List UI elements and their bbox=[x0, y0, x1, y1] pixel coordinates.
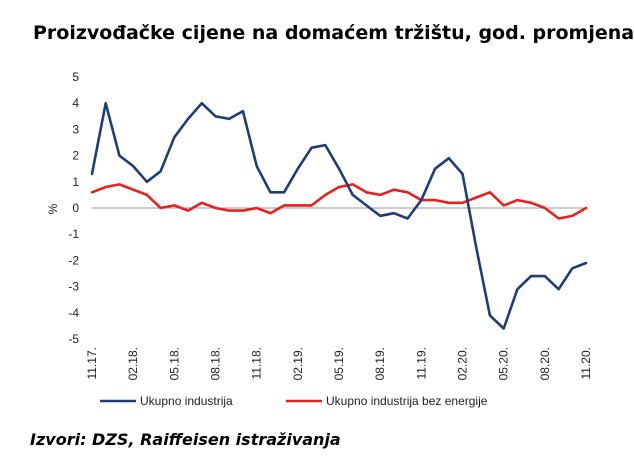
y-axis-label: % bbox=[46, 203, 60, 214]
y-tick-label: 0 bbox=[72, 201, 79, 215]
chart-title: Proizvođačke cijene na domaćem tržištu, … bbox=[33, 22, 634, 44]
x-tick-label: 08.19. bbox=[373, 347, 387, 380]
x-tick-label: 08.20. bbox=[538, 347, 552, 380]
x-axis: 11.17. 02.18. 05.18. 08.18. 11.18. 02.19. 05.1… bbox=[85, 207, 593, 380]
x-tick-label: 11.19. bbox=[414, 347, 428, 379]
x-tick-label: 05.18. bbox=[167, 347, 181, 380]
x-tick-label: 02.18. bbox=[126, 347, 140, 380]
y-tick-label: -4 bbox=[68, 306, 79, 320]
x-tick-label: 05.19. bbox=[332, 347, 346, 380]
x-tick-label: 11.20. bbox=[579, 347, 593, 379]
source-note: Izvori: DZS, Raiffeisen istraživanja bbox=[30, 430, 341, 449]
series-line bbox=[90, 101, 588, 330]
x-tick-label: 11.17. bbox=[85, 347, 99, 379]
x-tick-label: 05.20. bbox=[497, 347, 511, 380]
y-tick-label: 2 bbox=[72, 149, 79, 163]
x-tick-label: 11.18. bbox=[250, 347, 264, 379]
y-tick-label: 5 bbox=[72, 70, 79, 84]
y-tick-label: -1 bbox=[68, 227, 79, 241]
y-tick-label: 3 bbox=[72, 122, 79, 136]
y-tick-label: -3 bbox=[68, 280, 79, 294]
y-tick-label: -2 bbox=[68, 253, 79, 267]
x-tick-label: 08.18. bbox=[209, 347, 223, 380]
y-axis: 5 4 3 2 1 0 -1 -2 -3 -4 -5% bbox=[46, 70, 79, 346]
legend-label: Ukupno industrija bbox=[140, 394, 233, 408]
x-tick-label: 02.20. bbox=[456, 347, 470, 380]
legend-label: Ukupno industrija bez energije bbox=[326, 394, 488, 408]
y-tick-label: -5 bbox=[68, 332, 79, 346]
legend: Ukupno industrija Ukupno industrija bez e… bbox=[100, 394, 488, 408]
series-line bbox=[90, 183, 588, 220]
x-tick-label: 02.19. bbox=[291, 347, 305, 380]
y-tick-label: 1 bbox=[72, 175, 79, 189]
series-layer bbox=[90, 101, 588, 330]
y-tick-label: 4 bbox=[72, 96, 79, 110]
